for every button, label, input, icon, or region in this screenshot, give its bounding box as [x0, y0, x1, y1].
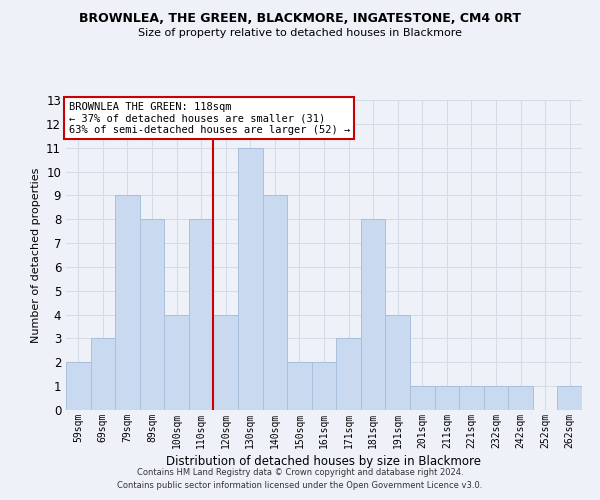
- Bar: [508, 386, 533, 410]
- Bar: [312, 362, 336, 410]
- Bar: [410, 386, 434, 410]
- Bar: [66, 362, 91, 410]
- Bar: [434, 386, 459, 410]
- Bar: [214, 314, 238, 410]
- Bar: [385, 314, 410, 410]
- Text: Contains HM Land Registry data © Crown copyright and database right 2024.: Contains HM Land Registry data © Crown c…: [137, 468, 463, 477]
- Bar: [287, 362, 312, 410]
- Bar: [189, 219, 214, 410]
- Bar: [91, 338, 115, 410]
- Bar: [557, 386, 582, 410]
- X-axis label: Distribution of detached houses by size in Blackmore: Distribution of detached houses by size …: [167, 455, 482, 468]
- Text: Contains public sector information licensed under the Open Government Licence v3: Contains public sector information licen…: [118, 480, 482, 490]
- Bar: [140, 219, 164, 410]
- Text: Size of property relative to detached houses in Blackmore: Size of property relative to detached ho…: [138, 28, 462, 38]
- Y-axis label: Number of detached properties: Number of detached properties: [31, 168, 41, 342]
- Text: BROWNLEA, THE GREEN, BLACKMORE, INGATESTONE, CM4 0RT: BROWNLEA, THE GREEN, BLACKMORE, INGATEST…: [79, 12, 521, 26]
- Bar: [459, 386, 484, 410]
- Bar: [263, 196, 287, 410]
- Bar: [238, 148, 263, 410]
- Bar: [164, 314, 189, 410]
- Bar: [361, 219, 385, 410]
- Text: BROWNLEA THE GREEN: 118sqm
← 37% of detached houses are smaller (31)
63% of semi: BROWNLEA THE GREEN: 118sqm ← 37% of deta…: [68, 102, 350, 134]
- Bar: [115, 196, 140, 410]
- Bar: [336, 338, 361, 410]
- Bar: [484, 386, 508, 410]
